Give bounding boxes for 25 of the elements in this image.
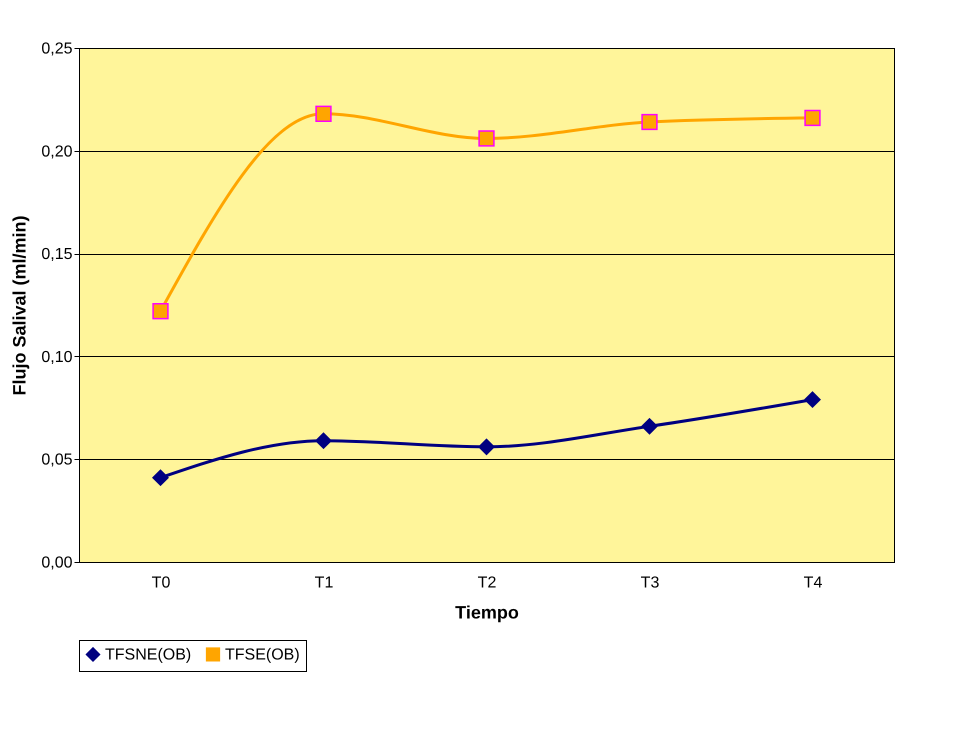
point bbox=[478, 130, 495, 147]
point bbox=[641, 418, 658, 434]
legend-label: TFSE(OB) bbox=[225, 646, 300, 664]
x-tick-label: T1 bbox=[314, 574, 334, 592]
point bbox=[315, 432, 332, 449]
y-axis-title: Flujo Salival (ml/min) bbox=[9, 215, 30, 396]
y-tick-label: 0,20 bbox=[41, 143, 73, 160]
y-tick-label: 0,15 bbox=[41, 246, 73, 264]
x-axis-title: Tiempo bbox=[455, 602, 519, 622]
point bbox=[804, 110, 821, 126]
x-tick-label: T2 bbox=[478, 574, 496, 592]
point bbox=[152, 470, 169, 486]
x-tick-label: T4 bbox=[804, 574, 822, 592]
y-tick-label: 0,25 bbox=[41, 40, 73, 58]
point bbox=[804, 391, 821, 408]
legend-label: TFSNE(OB) bbox=[105, 646, 192, 664]
point bbox=[152, 303, 169, 320]
point bbox=[641, 114, 658, 130]
x-tick-label: T3 bbox=[640, 574, 660, 592]
point bbox=[478, 438, 495, 456]
point bbox=[315, 106, 332, 122]
y-tick-label: 0,10 bbox=[41, 348, 73, 366]
x-tick-label: T0 bbox=[152, 574, 170, 592]
y-tick-label: 0,00 bbox=[41, 554, 73, 572]
y-tick-label: 0,05 bbox=[41, 452, 73, 469]
